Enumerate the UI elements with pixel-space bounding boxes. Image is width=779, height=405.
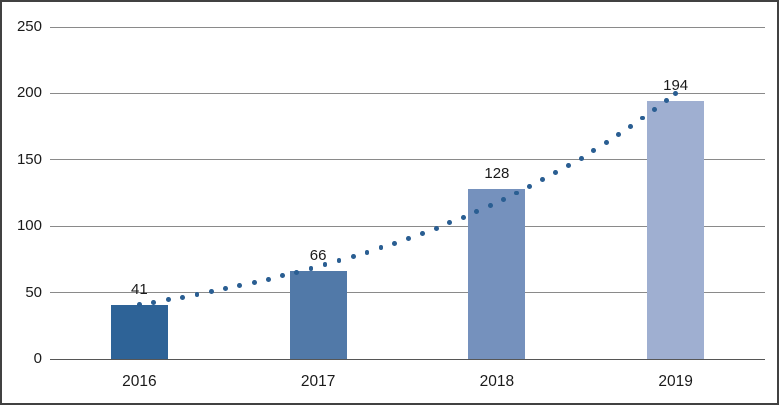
x-tick-label: 2018 [479,373,515,390]
trendline-dot [223,286,228,292]
trendline-dot [652,107,657,112]
bar-2016 [110,304,168,359]
trendline-dot [487,203,493,208]
trendline-dot [603,140,609,146]
bar-value-label: 66 [309,247,327,265]
trendline-dot [474,209,480,214]
trendline-dot [336,258,342,264]
trendline-dot [194,292,200,297]
y-tick-label: 50 [25,283,42,301]
y-tick-label: 150 [16,150,42,168]
trendline-dot [540,177,546,183]
trendline-dot [514,190,520,196]
trendline-dot [420,230,425,236]
gridline [50,159,765,161]
trendline-dot [208,289,214,295]
bar-2018 [468,189,526,359]
trendline-dot [237,283,243,289]
trendline-dot [151,299,157,305]
x-tick-label: 2017 [300,373,336,390]
trendline-dot [591,148,597,153]
trendline-dot [501,196,506,202]
gridline [50,92,765,94]
x-tick-label: 2016 [122,373,157,390]
trendline-dot [251,280,257,285]
trendline-dot [447,220,453,226]
trendline-dot [553,170,559,176]
gridline [50,26,765,28]
trendline-dot [640,115,645,121]
trendline-dot [350,254,356,259]
gridline [50,292,765,294]
bar-2017 [289,271,347,359]
trendline-dot [628,124,633,129]
bar-2019 [647,101,705,359]
trendline-dot [616,132,621,138]
x-tick-label: 2019 [658,373,693,390]
y-tick-label: 250 [16,18,42,35]
y-tick-label: 100 [16,217,42,235]
trendline-dot [578,155,584,161]
y-tick-label: 0 [33,350,42,367]
trendline-dot [378,245,384,251]
trendline-dot [308,266,314,271]
trendline-dot [322,262,328,268]
trendline-dot [433,225,439,231]
trendline-dot [136,302,142,307]
bar-value-label: 128 [484,165,510,183]
trendline-dot [265,276,271,282]
trendline-dot [406,235,412,241]
trendline-dot [527,184,533,189]
trendline-dot [566,163,571,168]
trendline-dot [165,297,171,303]
trendline-dot [180,294,185,300]
trendline-dot [364,249,370,255]
trendline-dot [392,240,398,246]
y-tick-label: 200 [16,84,42,102]
trendline-dot [663,98,669,104]
trendline-dot [460,214,466,220]
x-axis-line [50,358,765,360]
bar-value-label: 41 [131,280,148,298]
bar-value-label: 194 [663,77,689,95]
trendline-dot [280,273,285,279]
trendline-dot [294,269,300,275]
trendline-dot [673,91,679,96]
gridline [50,225,765,227]
